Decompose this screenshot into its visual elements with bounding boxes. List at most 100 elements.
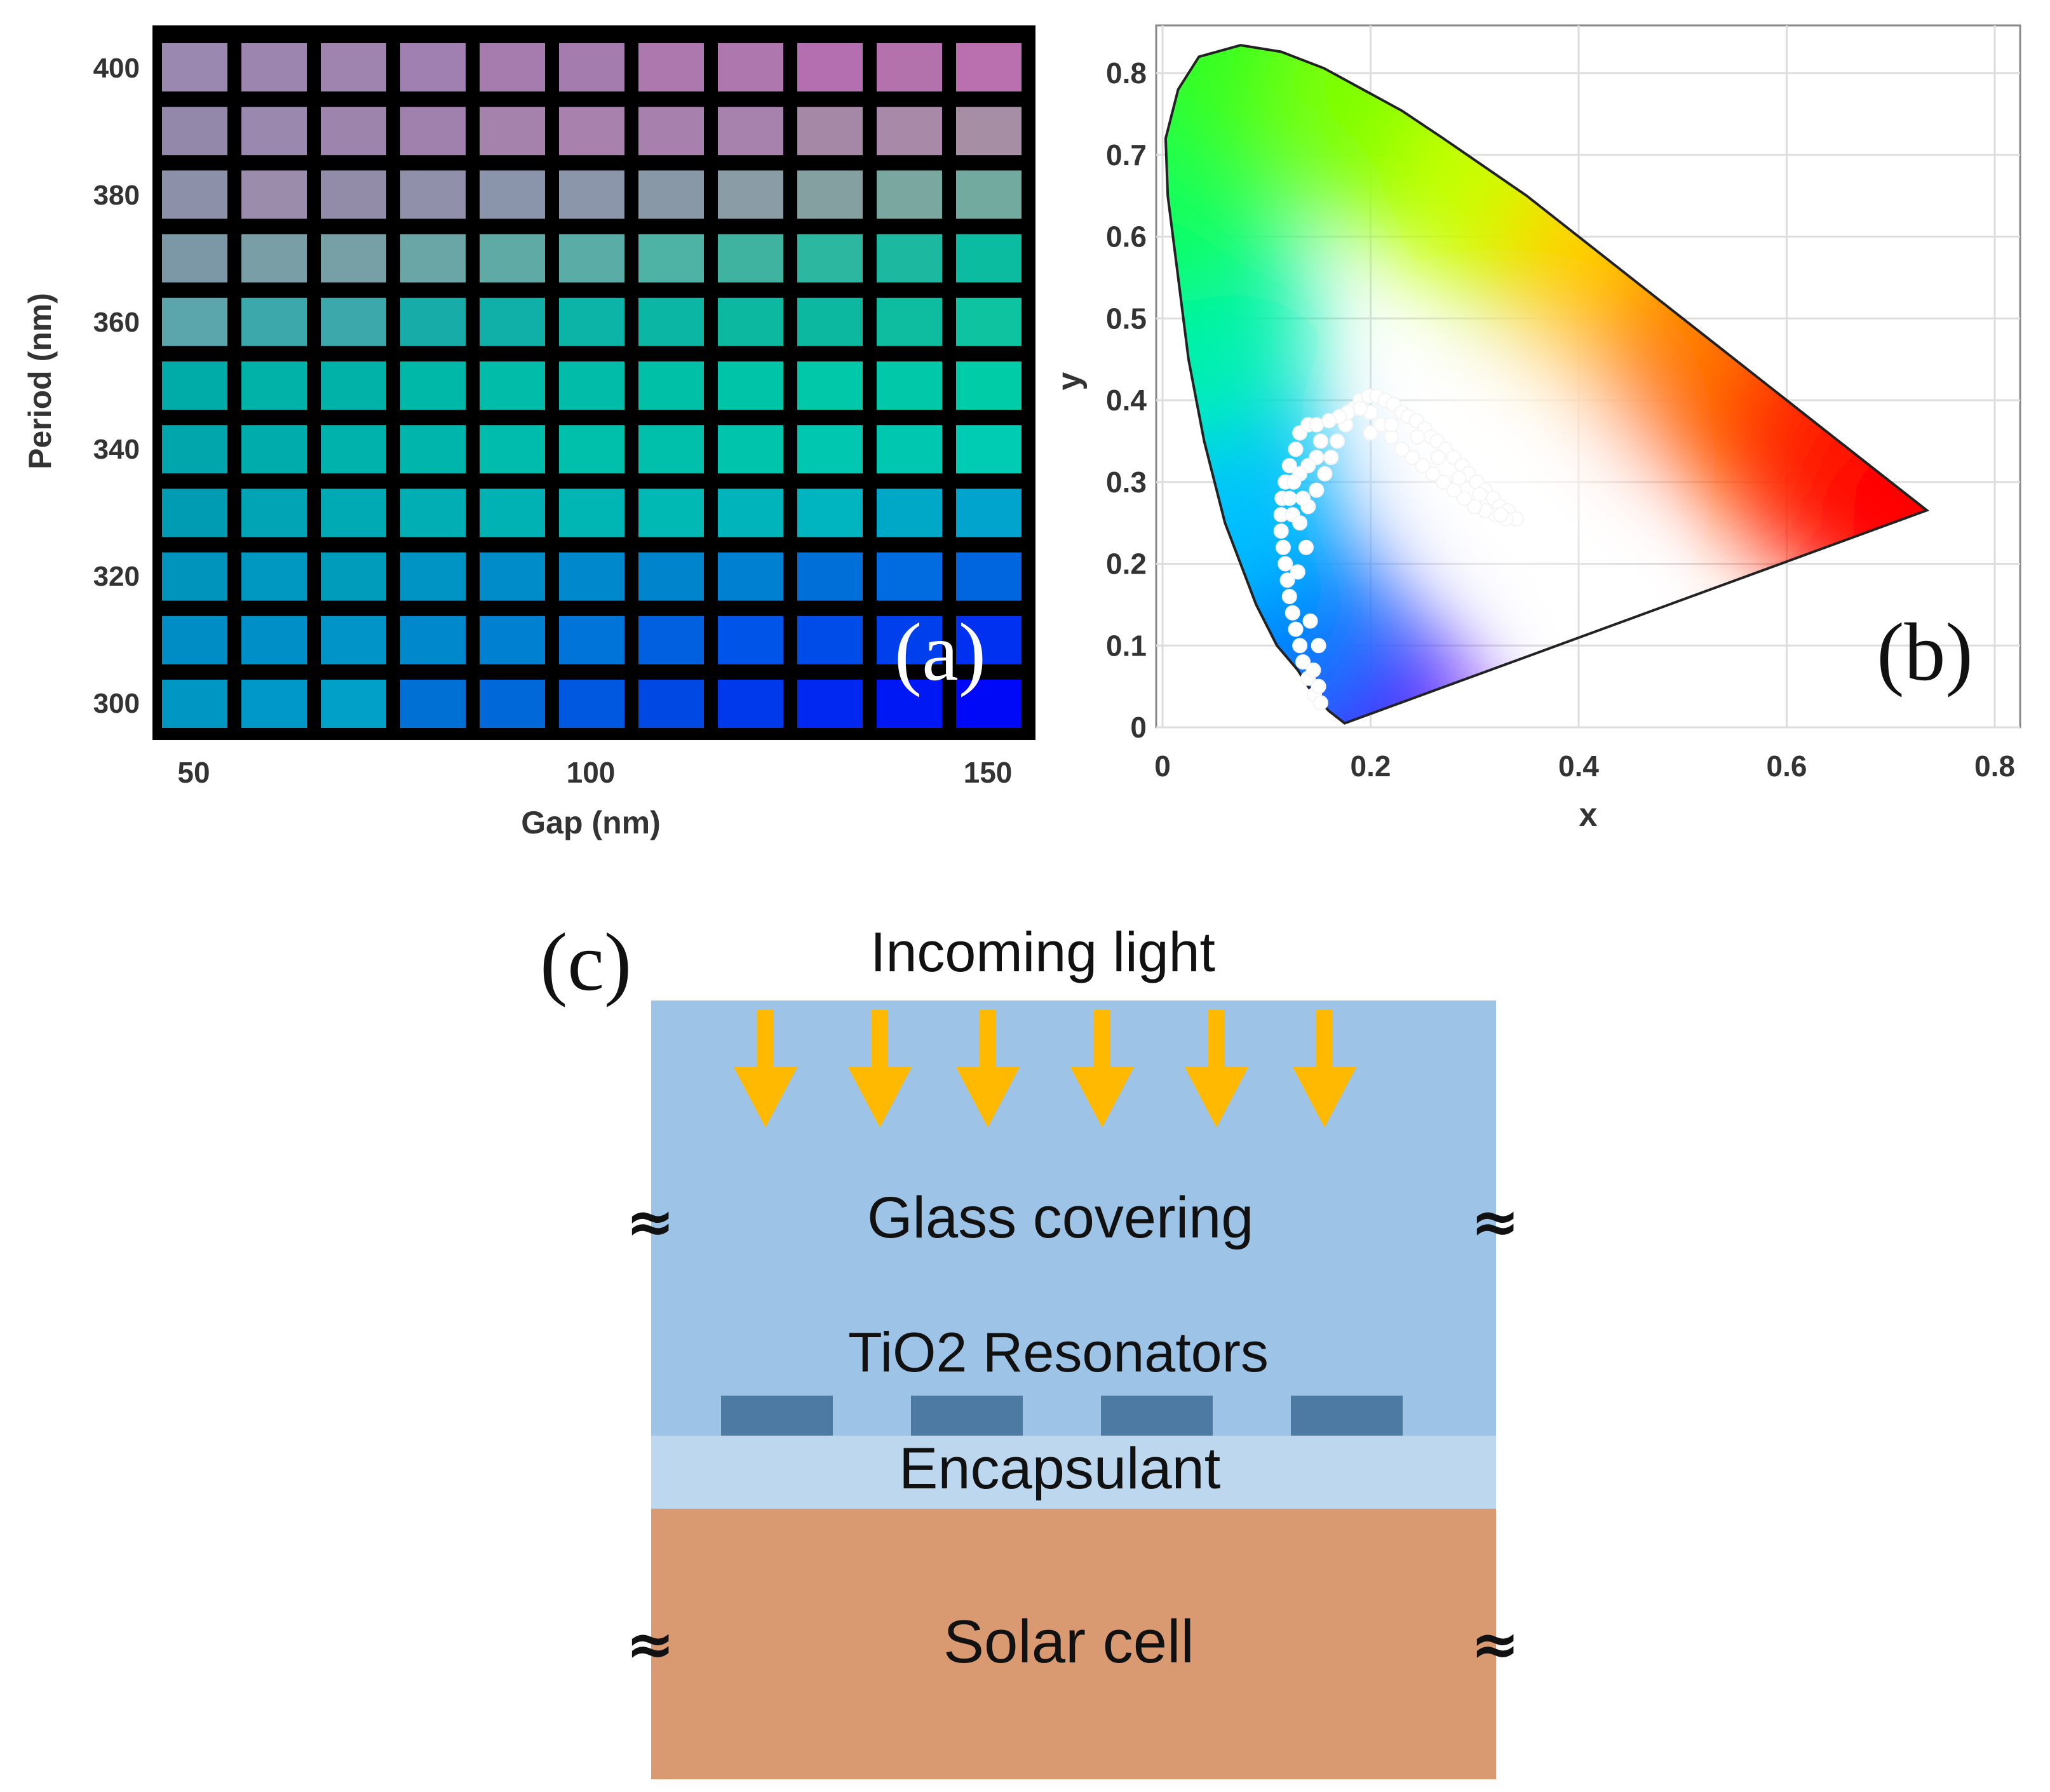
swatch-cell-period-300-gap-60 [241,680,307,728]
sample-point [1363,425,1379,441]
swatch-cell-period-330-gap-130 [797,488,863,537]
swatch-cell-period-360-gap-60 [241,297,307,346]
swatch-cell-period-340-gap-150 [956,425,1022,474]
swatch-cell-period-380-gap-140 [877,170,942,219]
swatch-cell-period-380-gap-150 [956,170,1022,219]
swatch-cell-period-390-gap-60 [241,107,307,156]
panel-a-swatch-grid: 400 380 360 340 320 300 50 100 150 Gap (… [22,25,1035,840]
break-symbol-icon: ≈ [1471,1610,1520,1678]
y-tick-label: 380 [93,180,140,211]
swatch-cell-period-320-gap-100 [559,552,624,601]
swatch-cell-period-380-gap-100 [559,170,624,219]
sample-point [1394,441,1410,457]
swatch-cell-period-340-gap-100 [559,425,624,474]
panel-a-tag: (a) [894,607,986,698]
sample-point [1281,490,1297,506]
sample-point [1330,433,1345,449]
swatch-cell-period-390-gap-120 [718,107,783,156]
swatch-cell-period-390-gap-150 [956,107,1022,156]
swatch-cell-period-370-gap-150 [956,234,1022,283]
encapsulant-label: Encapsulant [899,1436,1221,1501]
sample-point [1312,433,1328,449]
swatch-cell-period-380-gap-50 [162,170,227,219]
y-tick-labels: 400 380 360 340 320 300 [93,53,140,719]
swatch-cell-period-370-gap-50 [162,234,227,283]
swatch-cell-period-300-gap-100 [559,680,624,728]
swatch-cell-period-370-gap-90 [480,234,545,283]
swatch-cell-period-400-gap-60 [241,43,307,91]
light-arrow-icon [1293,1010,1356,1128]
swatch-cell-period-310-gap-130 [797,616,863,664]
tio2-resonator [1291,1396,1403,1436]
swatch-cell-period-320-gap-60 [241,552,307,601]
sample-point [1311,638,1326,654]
swatch-cell-period-340-gap-80 [400,425,466,474]
panel-c-layer-stack: (c) Incoming light Glass covering TiO2 R… [0,877,2050,1792]
panel-c-tag: (c) [540,917,632,1008]
swatch-cell-period-370-gap-130 [797,234,863,283]
sample-point [1311,678,1326,694]
sample-point [1309,417,1325,433]
swatch-cell-period-360-gap-90 [480,297,545,346]
sample-point [1295,654,1311,670]
gamut-outline [1164,44,1930,725]
swatch-cell-period-330-gap-110 [638,488,704,537]
y-axis-label: y [1055,372,1088,390]
swatch-cell-period-370-gap-140 [877,234,942,283]
swatch-cell-period-330-gap-100 [559,488,624,537]
swatch-cell-period-340-gap-110 [638,425,704,474]
x-tick-label: 0.2 [1351,750,1391,783]
x-tick-label: 0 [1154,750,1171,783]
y-tick-label: 0.8 [1106,57,1147,90]
swatch-cell-period-370-gap-120 [718,234,783,283]
panel-b-chromaticity-diagram: 0 0.2 0.4 0.6 0.8 0 0.1 0.2 0.3 0.4 0.5 0.6 0.7 0.8 x… [1055,24,2021,833]
swatch-cell-period-310-gap-90 [480,616,545,664]
swatch-cell-period-340-gap-140 [877,425,942,474]
swatch-cell-period-400-gap-90 [480,43,545,91]
sample-point [1323,450,1339,466]
sample-point [1425,466,1441,482]
sample-points [1273,388,1524,711]
swatch-cell-period-320-gap-50 [162,552,227,601]
y-tick-label: 320 [93,561,140,592]
swatch-cell-period-300-gap-140 [877,680,942,728]
swatch-cell-period-400-gap-100 [559,43,624,91]
y-tick-label: 0.3 [1106,466,1147,499]
tio2-resonator [1101,1396,1213,1436]
tio2-resonator [721,1396,833,1436]
x-axis-label: Gap (nm) [521,805,660,840]
sample-point [1321,413,1337,429]
solar-cell-layer [651,1509,1496,1779]
swatch-cell-period-390-gap-90 [480,107,545,156]
swatch-cell-period-380-gap-120 [718,170,783,219]
sample-point [1281,589,1297,604]
sample-point [1493,507,1509,523]
encapsulant-layer [651,1436,1496,1509]
incoming-light-label: Incoming light [870,920,1215,983]
x-tick-label: 150 [964,756,1013,789]
swatch-cell-period-370-gap-100 [559,234,624,283]
swatch-cell-period-330-gap-50 [162,488,227,537]
swatch-cell-period-350-gap-110 [638,361,704,410]
y-axis-label: Period (nm) [22,293,58,469]
swatch-cell-period-360-gap-130 [797,297,863,346]
swatch-cell-period-330-gap-70 [321,488,386,537]
swatch-cells [162,43,1022,728]
swatch-cell-period-350-gap-80 [400,361,466,410]
swatch-cell-period-360-gap-140 [877,297,942,346]
swatch-cell-period-330-gap-90 [480,488,545,537]
break-symbol-icon: ≈ [626,1610,675,1678]
swatch-cell-period-310-gap-100 [559,616,624,664]
swatch-cell-period-350-gap-60 [241,361,307,410]
swatch-cell-period-310-gap-140 [877,616,942,664]
swatch-cell-period-300-gap-130 [797,680,863,728]
swatch-cell-period-340-gap-90 [480,425,545,474]
sample-point [1415,458,1431,473]
light-arrow-icon [1185,1010,1248,1128]
y-tick-label: 0.5 [1106,302,1147,335]
swatch-cell-period-380-gap-70 [321,170,386,219]
swatch-cell-period-300-gap-150 [956,680,1022,728]
swatch-cell-period-360-gap-150 [956,297,1022,346]
swatch-cell-period-350-gap-100 [559,361,624,410]
swatch-cell-period-320-gap-140 [877,552,942,601]
